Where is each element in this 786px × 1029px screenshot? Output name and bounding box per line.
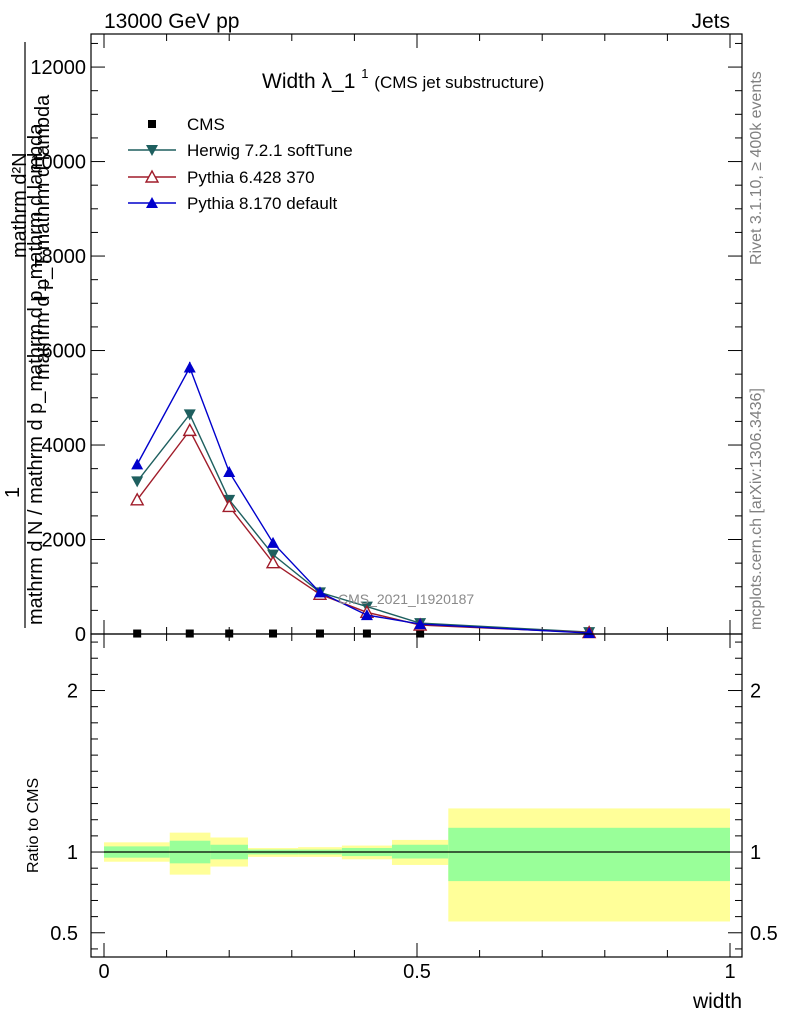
watermark: CMS_2021_I1920187 <box>338 591 474 607</box>
legend-label-3: Pythia 8.170 default <box>187 194 338 213</box>
ratio-axes: 0.5 0.5 1 1 2 2 0 0.5 1 <box>50 633 778 983</box>
ratio-tick-label-right: 2 <box>750 681 761 703</box>
y-tick-label: 2000 <box>42 530 87 552</box>
ratio-plot <box>104 808 730 922</box>
data-point-1 <box>183 409 196 421</box>
main-series <box>129 361 597 639</box>
legend-marker-2 <box>144 169 160 183</box>
data-point-3 <box>313 586 326 598</box>
legend-label-1: Herwig 7.2.1 softTune <box>187 141 353 160</box>
ratio-tick-label-left: 1 <box>67 842 78 864</box>
chart-title-main: Width λ_1 <box>262 70 355 93</box>
header-right: Jets <box>691 10 730 33</box>
data-point-3 <box>223 465 236 477</box>
legend: CMS Herwig 7.2.1 softTune Pythia 6.428 370… <box>128 115 353 213</box>
data-point-1 <box>267 549 280 561</box>
y-tick-label: 8000 <box>42 246 87 268</box>
series-line-3 <box>136 365 590 634</box>
chart-title: Width λ_1 1 (CMS jet substructure) <box>262 60 544 93</box>
data-point-3 <box>583 627 596 639</box>
ylabel-upper: mathrm d p_T mathrm d lambda <box>32 94 54 380</box>
data-point-2 <box>129 492 145 506</box>
ratio-tick-label-left: 0.5 <box>50 923 78 945</box>
data-point-2 <box>182 422 197 437</box>
ratio-tick-label-right: 0.5 <box>750 923 778 945</box>
data-point-2 <box>222 498 237 513</box>
x-tick-label: 0.5 <box>403 961 431 983</box>
x-axis-label: width <box>692 990 742 1013</box>
data-point-3 <box>360 609 373 621</box>
ratio-tick-label-left: 2 <box>67 681 78 703</box>
side-text-bottom: mcplots.cern.ch [arXiv:1306.3436] <box>748 388 765 630</box>
ratio-tick-label-right: 1 <box>750 842 761 864</box>
y-tick-label: 10000 <box>30 152 86 174</box>
y-tick-label: 6000 <box>42 341 87 363</box>
y-tick-label: 12000 <box>30 57 86 79</box>
y-tick-label: 0 <box>75 624 86 646</box>
data-point-1 <box>131 476 144 488</box>
data-point-3 <box>267 536 280 548</box>
data-point-2 <box>265 555 281 569</box>
legend-marker-3 <box>146 197 158 208</box>
legend-marker-0 <box>148 120 156 128</box>
y-axis-label: mathrm d p_T mathrm d lambda mathrm d²N … <box>2 42 54 628</box>
ratio-band-green-7 <box>448 827 730 882</box>
side-text-top: Rivet 3.1.10, ≥ 400k events <box>748 71 765 265</box>
ylabel-main: mathrm d N / mathrm d p_mathrm d p_mathr… <box>25 123 47 625</box>
legend-label-2: Pythia 6.428 370 <box>187 168 315 187</box>
x-tick-label: 0 <box>98 961 109 983</box>
legend-marker-1 <box>146 145 158 156</box>
x-tick-label: 1 <box>724 961 735 983</box>
chart-title-paren: (CMS jet substructure) <box>374 73 544 92</box>
legend-label-0: CMS <box>187 115 225 134</box>
ratio-ylabel: Ratio to CMS <box>25 778 42 873</box>
header-left: 13000 GeV pp <box>104 10 239 33</box>
main-plot: 0 2000 4000 6000 8000 10000 12000 <box>30 33 743 646</box>
data-point-3 <box>414 618 427 630</box>
ylabel-numerator: 1 <box>2 487 24 498</box>
data-point-3 <box>131 458 144 470</box>
series-line-1 <box>136 412 590 633</box>
chart-title-sup: 1 <box>361 66 368 81</box>
y-tick-label: 4000 <box>42 435 87 457</box>
